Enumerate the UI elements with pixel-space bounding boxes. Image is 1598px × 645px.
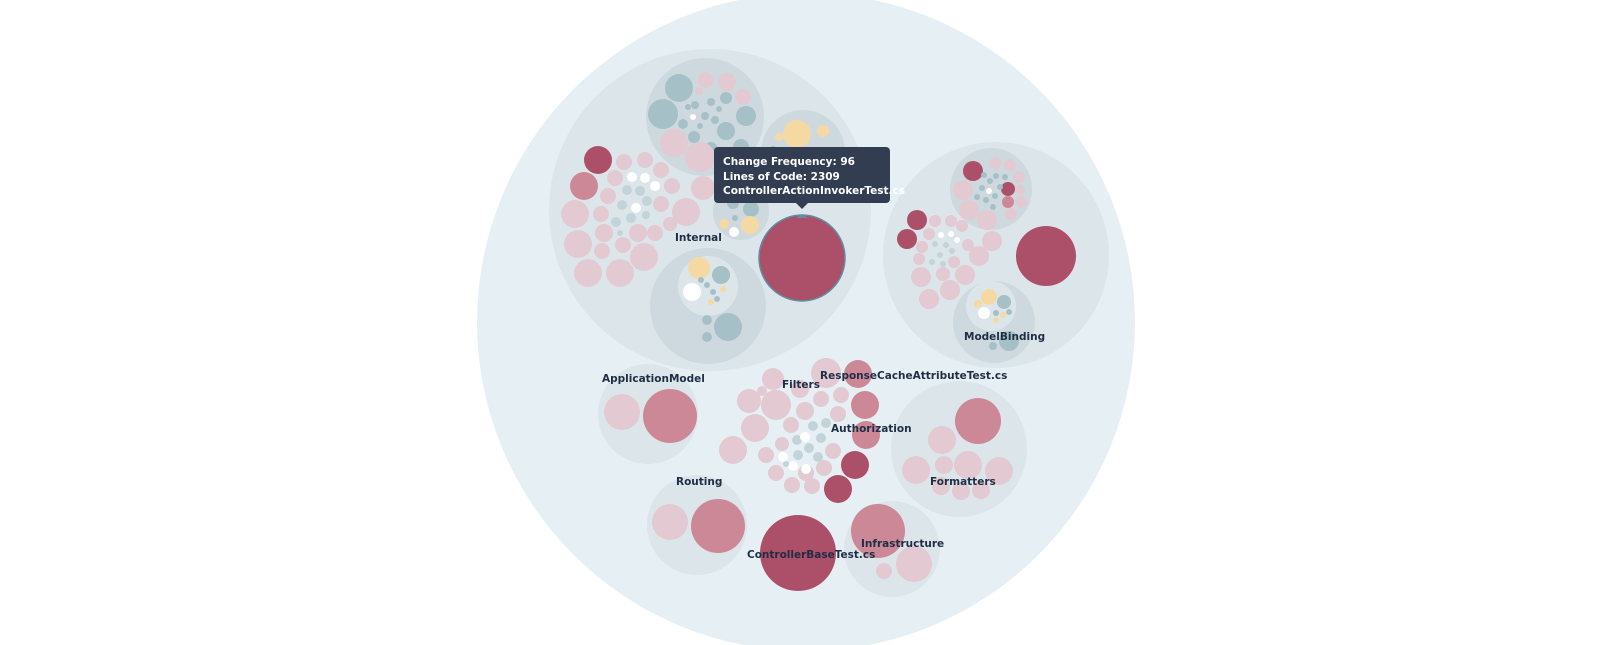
- infrastructure-file-small[interactable]: [876, 563, 892, 579]
- label-infrastructure: Infrastructure: [861, 538, 944, 550]
- formatters-files: [902, 398, 1013, 500]
- controller-base-test-file[interactable]: [760, 515, 836, 591]
- tooltip-pointer-icon: [796, 203, 808, 209]
- label-applicationmodel: ApplicationModel: [602, 373, 705, 385]
- modelbinding-subgroup-bottom-inner[interactable]: [966, 281, 1016, 331]
- tooltip-file-name: ControllerActionInvokerTest.cs: [723, 185, 906, 197]
- label-routing: Routing: [676, 476, 722, 488]
- label-response-cache-attribute-test: ResponseCacheAttributeTest.cs: [820, 370, 1007, 382]
- selected-file-highlight-icon: [796, 214, 808, 218]
- infrastructure-file-mid[interactable]: [896, 546, 932, 582]
- applicationmodel-file-small[interactable]: [604, 394, 640, 430]
- internal-test-files: [561, 146, 715, 287]
- internal-mid-files: [719, 197, 759, 237]
- internal-bottom-files: [683, 257, 742, 342]
- label-authorization: Authorization: [831, 423, 912, 435]
- label-filters: Filters: [782, 379, 820, 391]
- modelbinding-test-files: [897, 210, 1002, 309]
- label-modelbinding: ModelBinding: [964, 331, 1045, 343]
- routing-file-small[interactable]: [652, 504, 688, 540]
- label-formatters: Formatters: [930, 476, 996, 488]
- selected-file-controller-action-invoker-test[interactable]: [758, 214, 846, 302]
- modelbinding-group[interactable]: [883, 142, 1109, 368]
- filters-files: [719, 358, 880, 503]
- routing-file-large[interactable]: [691, 499, 745, 553]
- label-internal: Internal: [675, 232, 722, 244]
- tooltip-change-frequency: Change Frequency: 96: [723, 156, 855, 168]
- modelbinding-large-test-file[interactable]: [1016, 226, 1076, 286]
- modelbinding-bottom-files: [974, 289, 1019, 351]
- label-controller-base-test: ControllerBaseTest.cs: [747, 549, 875, 561]
- applicationmodel-file-large[interactable]: [643, 389, 697, 443]
- tooltip-lines-of-code: Lines of Code: 2309: [723, 170, 840, 183]
- modelbinding-top-files: [953, 157, 1027, 230]
- file-tooltip: Change Frequency: 96 Lines of Code: 2309…: [714, 147, 906, 203]
- infrastructure-file-large[interactable]: [851, 504, 905, 558]
